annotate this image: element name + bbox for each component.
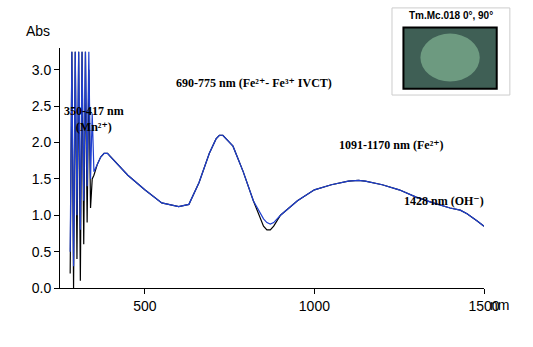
svg-text:3.0: 3.0 <box>32 62 52 78</box>
svg-text:0.5: 0.5 <box>32 244 52 260</box>
svg-text:1.0: 1.0 <box>32 207 52 223</box>
svg-text:690-775 nm (Fe²⁺- Fe³⁺ IVCT): 690-775 nm (Fe²⁺- Fe³⁺ IVCT) <box>176 76 332 90</box>
svg-text:Tm.Mc.018 0°, 90°: Tm.Mc.018 0°, 90° <box>409 10 493 21</box>
svg-text:2.0: 2.0 <box>32 134 52 150</box>
svg-text:350-417 nm(Mn²⁺): 350-417 nm(Mn²⁺) <box>64 104 124 134</box>
svg-text:nm: nm <box>490 297 509 313</box>
svg-text:1000: 1000 <box>299 298 330 314</box>
svg-text:1091-1170 nm (Fe²⁺): 1091-1170 nm (Fe²⁺) <box>339 138 444 152</box>
svg-text:2.5: 2.5 <box>32 98 52 114</box>
svg-text:0.0: 0.0 <box>32 280 52 296</box>
svg-text:500: 500 <box>133 298 157 314</box>
svg-text:1.5: 1.5 <box>32 171 52 187</box>
svg-text:1500: 1500 <box>468 298 499 314</box>
svg-text:1428 nm (OH⁻): 1428 nm (OH⁻) <box>404 194 484 208</box>
svg-text:Abs: Abs <box>26 23 50 39</box>
